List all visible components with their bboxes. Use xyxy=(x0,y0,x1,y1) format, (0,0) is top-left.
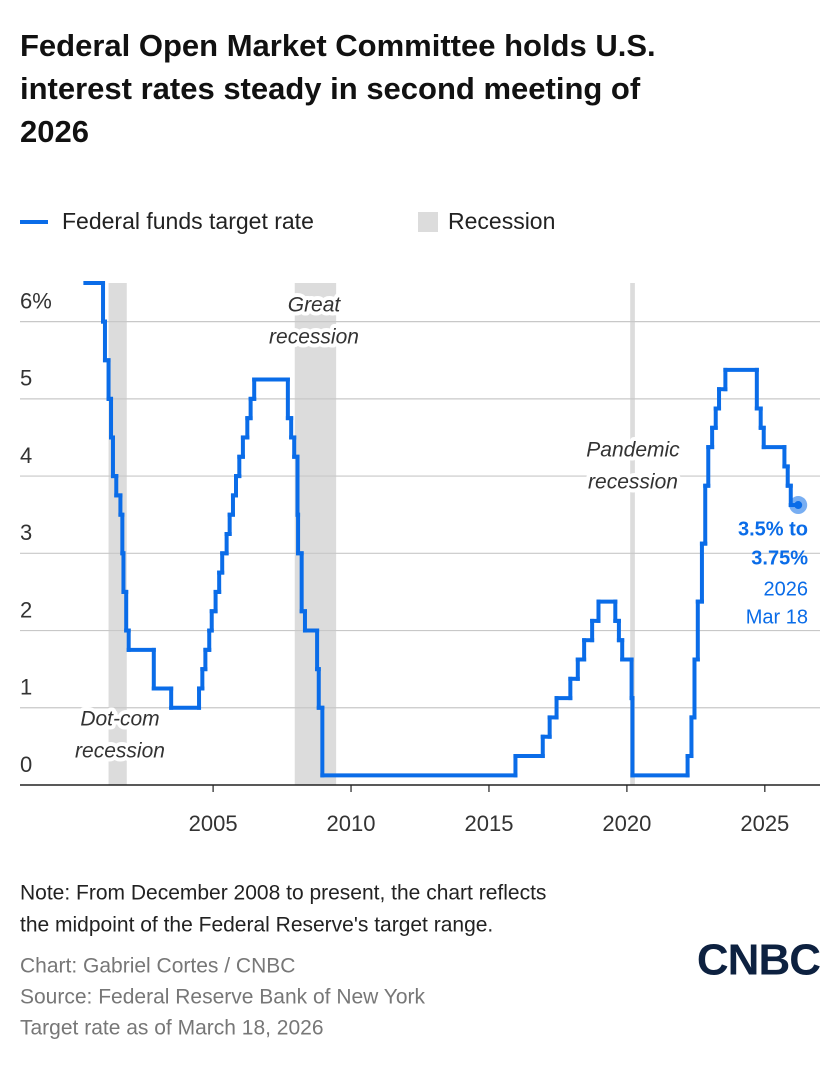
legend-swatch xyxy=(418,212,438,232)
logo: CNBC xyxy=(697,936,820,985)
credit: Source: Federal Reserve Bank of New York xyxy=(20,986,426,1009)
title-line: 2026 xyxy=(20,114,89,149)
legend-label: Federal funds target rate xyxy=(62,208,314,234)
end-label-rate: 3.5% to xyxy=(738,518,808,540)
recession-label: Pandemic xyxy=(586,439,680,462)
credit: Target rate as of March 18, 2026 xyxy=(20,1017,324,1040)
notes: Note: From December 2008 to present, the… xyxy=(20,882,821,1040)
title-line: Federal Open Market Committee holds U.S. xyxy=(20,28,656,63)
y-tick-label: 2 xyxy=(20,597,32,622)
y-tick-label: 4 xyxy=(20,443,32,468)
plot-area: 0 1 2 3 4 5 6% 2005 2010 2015 2020 2025 Dot-com reces… xyxy=(20,281,820,836)
legend-label: Recession xyxy=(448,208,555,234)
note: Note: From December 2008 to present, the… xyxy=(20,882,546,905)
x-tick-label: 2010 xyxy=(327,811,376,836)
recession-label: Great xyxy=(288,294,342,317)
recession-band xyxy=(294,283,337,785)
y-tick-label: 0 xyxy=(20,752,32,777)
recession-label: Dot-com xyxy=(80,708,159,731)
x-tick-label: 2005 xyxy=(189,811,238,836)
y-tick-label: 3 xyxy=(20,520,32,545)
y-tick-label: 5 xyxy=(20,366,32,391)
title-line: interest rates steady in second meeting … xyxy=(20,71,641,106)
y-tick-label: 1 xyxy=(20,675,32,700)
end-label-date: Mar 18 xyxy=(746,606,808,628)
legend: Federal funds target rate Recession xyxy=(20,208,555,234)
end-label-rate: 3.75% xyxy=(751,547,808,569)
x-tick-label: 2015 xyxy=(464,811,513,836)
note: the midpoint of the Federal Reserve's ta… xyxy=(20,914,493,937)
x-tick-label: 2025 xyxy=(740,811,789,836)
recession-label: recession xyxy=(588,471,678,494)
recession-band xyxy=(630,283,635,785)
title: Federal Open Market Committee holds U.S.… xyxy=(20,28,656,149)
recession-label: recession xyxy=(269,326,359,349)
credit: Chart: Gabriel Cortes / CNBC xyxy=(20,955,295,978)
x-tick-label: 2020 xyxy=(602,811,651,836)
recession-band xyxy=(108,283,127,785)
y-tick-label: 6% xyxy=(20,288,52,313)
end-point xyxy=(794,501,803,510)
recession-label: recession xyxy=(75,740,165,763)
end-label-date: 2026 xyxy=(764,578,809,600)
